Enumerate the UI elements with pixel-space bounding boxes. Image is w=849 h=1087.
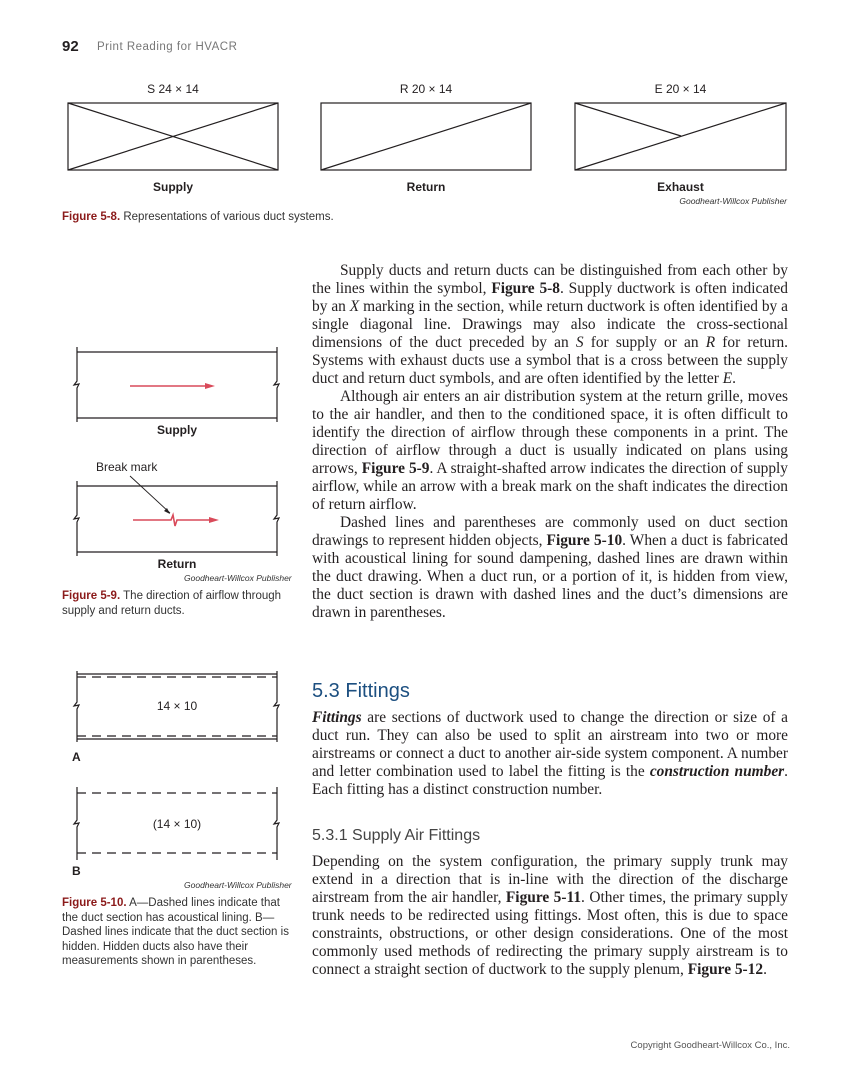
- exhaust-label: Exhaust: [657, 180, 704, 194]
- hidden-duct-b: [72, 787, 281, 860]
- text-run: S: [575, 334, 584, 351]
- text-run: . Supply ductwork is often indicated by …: [312, 280, 788, 315]
- paragraph: Fittings are sections of ductwork used t…: [312, 709, 788, 799]
- dimension-label-a: 14 × 10: [156, 699, 198, 713]
- text-run: Figure 5-11: [505, 889, 582, 906]
- text-run: R: [705, 334, 716, 351]
- return-label: Return: [406, 180, 446, 194]
- text-run: E: [722, 370, 733, 387]
- text-run: are sections of ductwork used to change …: [312, 709, 788, 780]
- page-number: 92: [62, 38, 79, 55]
- text-run: for return. Systems with exhaust ducts u…: [312, 334, 788, 387]
- figure-credit: Goodheart-Willcox Publisher: [184, 880, 292, 890]
- text-run: Figure 5-10: [546, 532, 623, 549]
- figure-5-9-caption: Figure 5-9. The direction of airflow thr…: [62, 590, 282, 617]
- text-run: construction number: [649, 763, 785, 780]
- supply-dimension-label: S 24 × 14: [147, 82, 199, 96]
- paragraph: Supply ducts and return ducts can be dis…: [312, 262, 788, 388]
- figure-5-10-caption: Figure 5-10. A—Dashed lines indicate tha…: [62, 897, 289, 967]
- figure-credit: Goodheart-Willcox Publisher: [679, 196, 787, 206]
- section-heading: 5.3 Fittings: [312, 680, 410, 702]
- paragraph: Dashed lines and parentheses are commonl…: [312, 514, 788, 622]
- return-dimension-label: R 20 × 14: [399, 82, 453, 96]
- return-duct-symbol: [320, 102, 532, 171]
- label-b: B: [72, 864, 81, 878]
- supply-label: Supply: [152, 180, 193, 194]
- lined-duct-a: [72, 671, 281, 742]
- text-run: .: [732, 370, 736, 387]
- body-text-1: Supply ducts and return ducts can be dis…: [312, 262, 788, 622]
- text-run: Figure 5-12: [687, 961, 764, 978]
- label-a: A: [72, 750, 81, 764]
- copyright: Copyright Goodheart-Willcox Co., Inc.: [630, 1040, 790, 1051]
- paragraph: Depending on the system configuration, t…: [312, 853, 788, 979]
- body-text-2: Fittings are sections of ductwork used t…: [312, 709, 788, 799]
- subsection-heading: 5.3.1 Supply Air Fittings: [312, 827, 481, 844]
- running-head: Print Reading for HVACR: [97, 41, 238, 53]
- text-run: .: [763, 961, 767, 978]
- break-mark-label: Break mark: [96, 460, 158, 474]
- arrow-head-icon: [209, 517, 219, 523]
- arrow-head-icon: [205, 383, 215, 389]
- text-run: . A straight-shafted arrow indicates the…: [312, 460, 788, 513]
- dimension-label-b: (14 × 10): [152, 817, 202, 831]
- return-label: Return: [157, 557, 197, 571]
- text-run: . Each fitting has a distinct constructi…: [312, 763, 788, 798]
- supply-duct-airflow: [72, 347, 281, 422]
- body-text-3: Depending on the system configuration, t…: [312, 853, 788, 979]
- exhaust-duct-symbol: [574, 102, 787, 171]
- paragraph: Although air enters an air distribution …: [312, 388, 788, 514]
- supply-duct-symbol: [67, 102, 279, 171]
- text-run: marking in the section, while return duc…: [312, 298, 788, 351]
- text-run: for supply or an: [583, 334, 706, 351]
- supply-label: Supply: [156, 423, 197, 437]
- text-run: X: [349, 298, 360, 315]
- text-run: Depending on the system configuration, t…: [312, 853, 788, 906]
- figure-credit: Goodheart-Willcox Publisher: [184, 573, 292, 583]
- text-run: . When a duct is fabricated with acousti…: [312, 532, 788, 621]
- text-run: . Other times, the primary supply trunk …: [312, 889, 789, 978]
- text-run: Although air enters an air distribution …: [312, 388, 788, 477]
- text-run: Figure 5-8: [491, 280, 560, 297]
- exhaust-dimension-label: E 20 × 14: [654, 82, 707, 96]
- text-run: Fittings: [312, 709, 362, 726]
- text-run: Dashed lines and parentheses are commonl…: [312, 514, 788, 549]
- figure-5-8-caption: Figure 5-8. Representations of various d…: [62, 211, 334, 223]
- text-run: Figure 5-9: [361, 460, 430, 477]
- text-run: Supply ducts and return ducts can be dis…: [312, 262, 788, 297]
- return-duct-airflow: [72, 475, 281, 556]
